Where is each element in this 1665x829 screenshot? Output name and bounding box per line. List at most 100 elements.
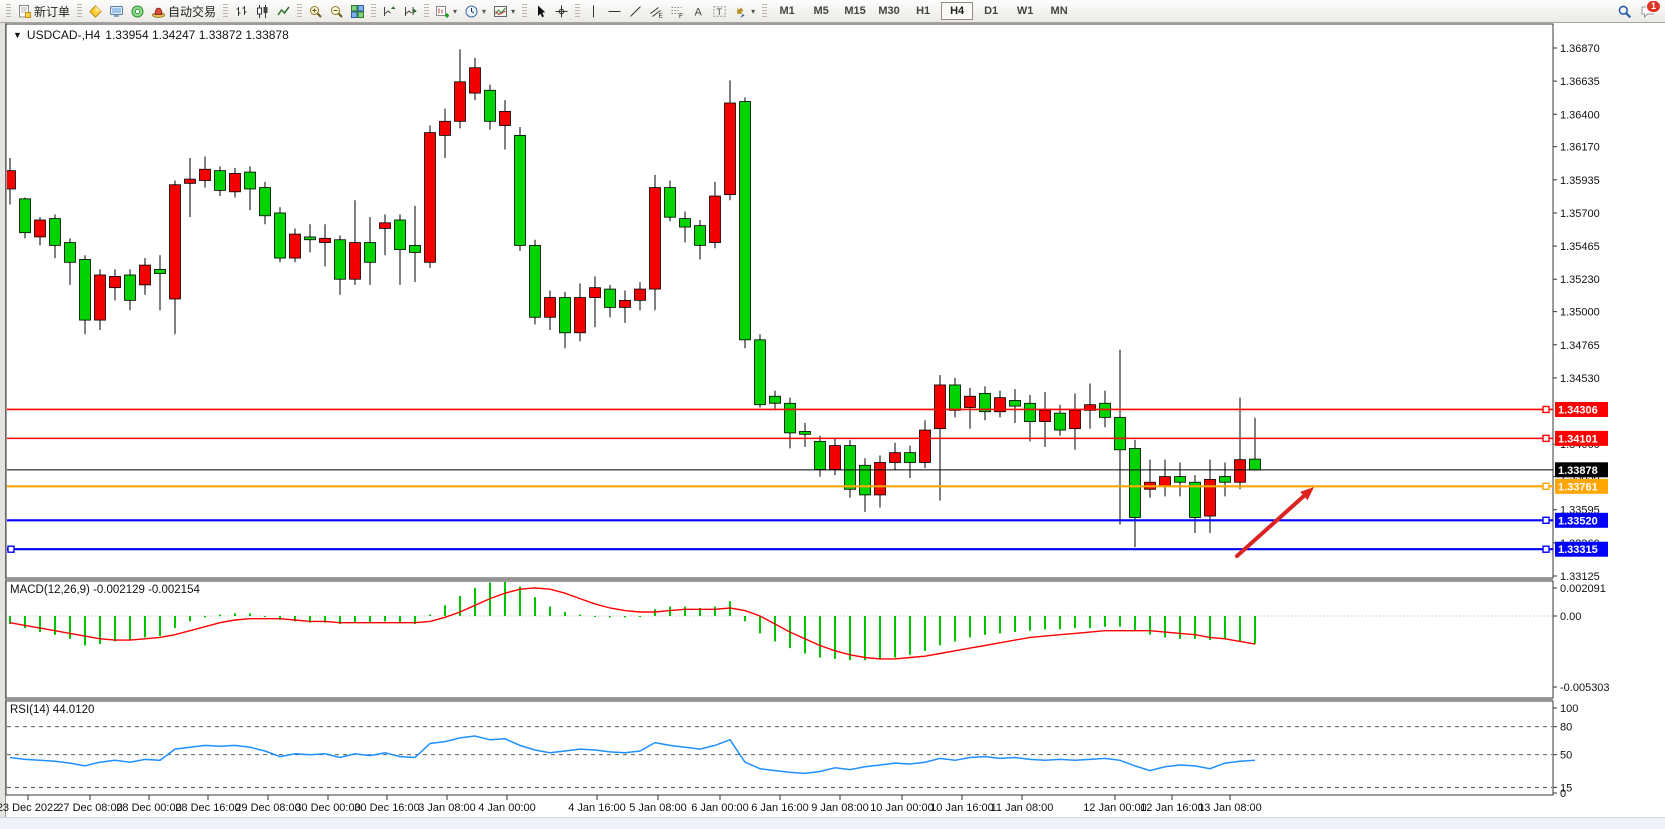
macd-axis[interactable]: 0.002091 0.00 -0.005303 bbox=[1553, 583, 1610, 694]
crosshair-button[interactable] bbox=[551, 1, 572, 22]
trend-arrow[interactable] bbox=[1235, 487, 1314, 558]
price-axis[interactable]: 1.36870 1.36635 1.36400 1.36170 1.35935 1.357… bbox=[1553, 43, 1600, 583]
hline-handle[interactable] bbox=[1542, 545, 1550, 553]
macd-bar bbox=[819, 616, 821, 658]
tile-windows-button[interactable] bbox=[347, 1, 368, 22]
macd-bar bbox=[1209, 616, 1211, 641]
candle-body bbox=[19, 198, 31, 234]
timeframe-h1[interactable]: H1 bbox=[916, 5, 931, 17]
timeframe-h4[interactable]: H4 bbox=[941, 2, 974, 20]
vertical-line-button[interactable] bbox=[583, 1, 604, 22]
timeframe-m15[interactable]: M15 bbox=[844, 5, 866, 17]
macd-bar bbox=[894, 616, 896, 658]
text-label-button[interactable]: T bbox=[709, 1, 730, 22]
time-tick-label: 3 Jan 08:00 bbox=[418, 802, 476, 814]
horizontal-line-button[interactable] bbox=[604, 1, 625, 22]
signals-button[interactable] bbox=[127, 1, 148, 22]
auto-scroll-button[interactable] bbox=[379, 1, 400, 22]
bar-chart-button[interactable] bbox=[231, 1, 252, 22]
macd-label: MACD(12,26,9) -0.002129 -0.002154 bbox=[10, 584, 200, 596]
indicators-button[interactable] bbox=[85, 1, 106, 22]
candle-body bbox=[1159, 476, 1171, 487]
macd-histogram bbox=[9, 582, 1256, 661]
candle-body bbox=[289, 233, 301, 259]
candle-body bbox=[514, 135, 526, 246]
symbol-dropdown-icon[interactable]: ▼ bbox=[13, 30, 22, 40]
rsi-label: RSI(14) 44.0120 bbox=[10, 704, 95, 716]
time-tick-label: 10 Jan 16:00 bbox=[930, 802, 994, 814]
arrows-button[interactable]: ▾ bbox=[730, 1, 759, 22]
arrows-icon bbox=[734, 5, 747, 18]
candle-body bbox=[1084, 404, 1096, 411]
macd-signal-line bbox=[9, 587, 1256, 660]
candle-body bbox=[439, 120, 451, 136]
time-tick-label: 4 Jan 00:00 bbox=[478, 802, 536, 814]
timeframe-m1[interactable]: M1 bbox=[779, 5, 795, 17]
timeframe-m5[interactable]: M5 bbox=[813, 5, 829, 17]
macd-bar bbox=[114, 616, 116, 642]
macd-bar bbox=[564, 611, 566, 616]
zoom-out-button[interactable] bbox=[326, 1, 347, 22]
chart-shift-button[interactable] bbox=[400, 1, 421, 22]
chevron-down-icon[interactable]: ▾ bbox=[751, 6, 756, 16]
timeframe-d1[interactable]: D1 bbox=[984, 5, 999, 17]
macd-bar bbox=[744, 616, 746, 622]
terminal-button[interactable] bbox=[106, 1, 127, 22]
trendline-button[interactable] bbox=[625, 1, 646, 22]
macd-pane[interactable] bbox=[5, 580, 1554, 699]
hline-handle[interactable] bbox=[1542, 482, 1550, 491]
hline-handle[interactable] bbox=[1542, 405, 1550, 414]
time-tick-label: 30 Dec 00:00 bbox=[295, 802, 360, 814]
trend-arrow-head[interactable] bbox=[1300, 487, 1314, 501]
text-button[interactable]: A bbox=[688, 1, 709, 22]
macd-bar bbox=[1179, 616, 1181, 639]
rsi-axis[interactable]: 100 80 50 150 bbox=[1553, 703, 1578, 800]
cursor-button[interactable] bbox=[530, 1, 551, 22]
hline-handle[interactable] bbox=[7, 545, 15, 553]
chevron-down-icon[interactable]: ▾ bbox=[482, 6, 487, 16]
search-button[interactable] bbox=[1618, 5, 1631, 18]
autotrading-button[interactable]: 自动交易 bbox=[148, 1, 220, 22]
channel-button[interactable]: E bbox=[646, 1, 667, 22]
toolbar-grip bbox=[297, 3, 303, 19]
chevron-down-icon[interactable]: ▾ bbox=[453, 6, 458, 16]
timeframe-mn[interactable]: MN bbox=[1050, 5, 1068, 17]
time-tick-label: 4 Jan 16:00 bbox=[568, 802, 626, 814]
zoom-in-button[interactable] bbox=[305, 1, 326, 22]
notifications-button[interactable]: 1 bbox=[1641, 0, 1661, 18]
line-chart-button[interactable] bbox=[273, 1, 294, 22]
macd-bar bbox=[249, 613, 251, 616]
vline-icon bbox=[587, 5, 600, 18]
macd-bar bbox=[579, 614, 581, 616]
hline-handle[interactable] bbox=[1542, 516, 1550, 524]
price-tick-label: 1.35000 bbox=[1560, 307, 1600, 319]
chevron-down-icon[interactable]: ▾ bbox=[511, 6, 516, 16]
macd-bar bbox=[669, 606, 671, 616]
hline-handle[interactable] bbox=[1542, 434, 1550, 443]
timeframe-w1[interactable]: W1 bbox=[1016, 5, 1034, 17]
candle-body bbox=[964, 395, 976, 408]
new-chart-button[interactable]: ▾ bbox=[432, 1, 461, 22]
fibonacci-button[interactable]: F bbox=[667, 1, 688, 22]
signal-icon bbox=[131, 5, 144, 18]
template-icon bbox=[494, 5, 508, 18]
main-chart-pane[interactable] bbox=[5, 23, 1554, 579]
rsi-pane[interactable] bbox=[5, 700, 1554, 796]
macd-bar bbox=[774, 616, 776, 642]
candlestick-button[interactable] bbox=[252, 1, 273, 22]
macd-bar bbox=[534, 597, 536, 616]
candle-body bbox=[79, 259, 91, 321]
candle-body bbox=[7, 170, 16, 190]
periods-button[interactable]: ▾ bbox=[461, 1, 490, 22]
new-order-button[interactable]: 新订单 bbox=[14, 1, 74, 22]
macd-bar bbox=[1194, 616, 1196, 639]
rsi-line bbox=[9, 735, 1256, 775]
candle-body bbox=[109, 275, 121, 289]
new-order-icon bbox=[18, 4, 31, 18]
timeframe-m30[interactable]: M30 bbox=[878, 5, 900, 17]
zoom-out-icon bbox=[330, 5, 343, 18]
templates-button[interactable]: ▾ bbox=[490, 1, 519, 22]
trend-arrow-line[interactable] bbox=[1235, 493, 1307, 558]
candle-body bbox=[739, 101, 751, 341]
